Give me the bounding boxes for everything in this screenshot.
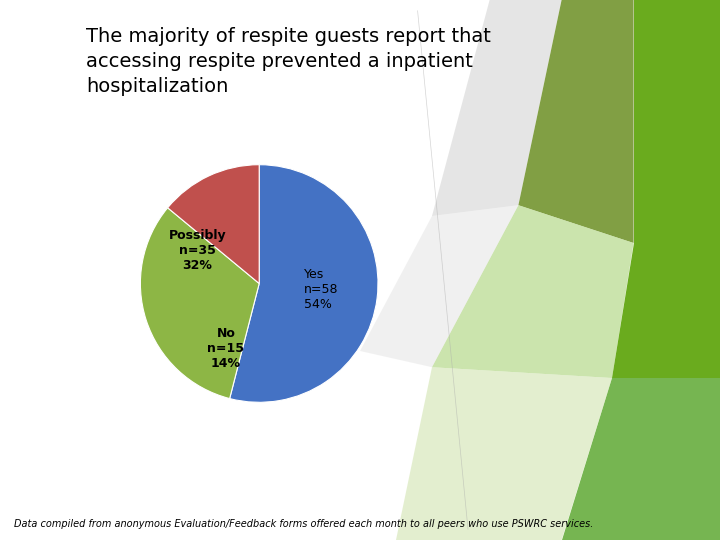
- Polygon shape: [612, 243, 720, 378]
- Text: Yes
n=58
54%: Yes n=58 54%: [305, 268, 339, 311]
- Polygon shape: [432, 205, 634, 378]
- Text: Possibly
n=35
32%: Possibly n=35 32%: [168, 229, 226, 272]
- Text: The majority of respite guests report that
accessing respite prevented a inpatie: The majority of respite guests report th…: [86, 27, 491, 96]
- Text: No
n=15
14%: No n=15 14%: [207, 327, 244, 370]
- Wedge shape: [140, 208, 259, 399]
- Wedge shape: [168, 165, 259, 284]
- Wedge shape: [230, 165, 378, 402]
- Polygon shape: [396, 367, 612, 540]
- Polygon shape: [360, 205, 518, 367]
- Polygon shape: [634, 0, 720, 243]
- Text: Data compiled from anonymous Evaluation/Feedback forms offered each month to all: Data compiled from anonymous Evaluation/…: [14, 519, 594, 529]
- Polygon shape: [432, 0, 562, 216]
- Polygon shape: [518, 0, 634, 243]
- Polygon shape: [562, 378, 720, 540]
